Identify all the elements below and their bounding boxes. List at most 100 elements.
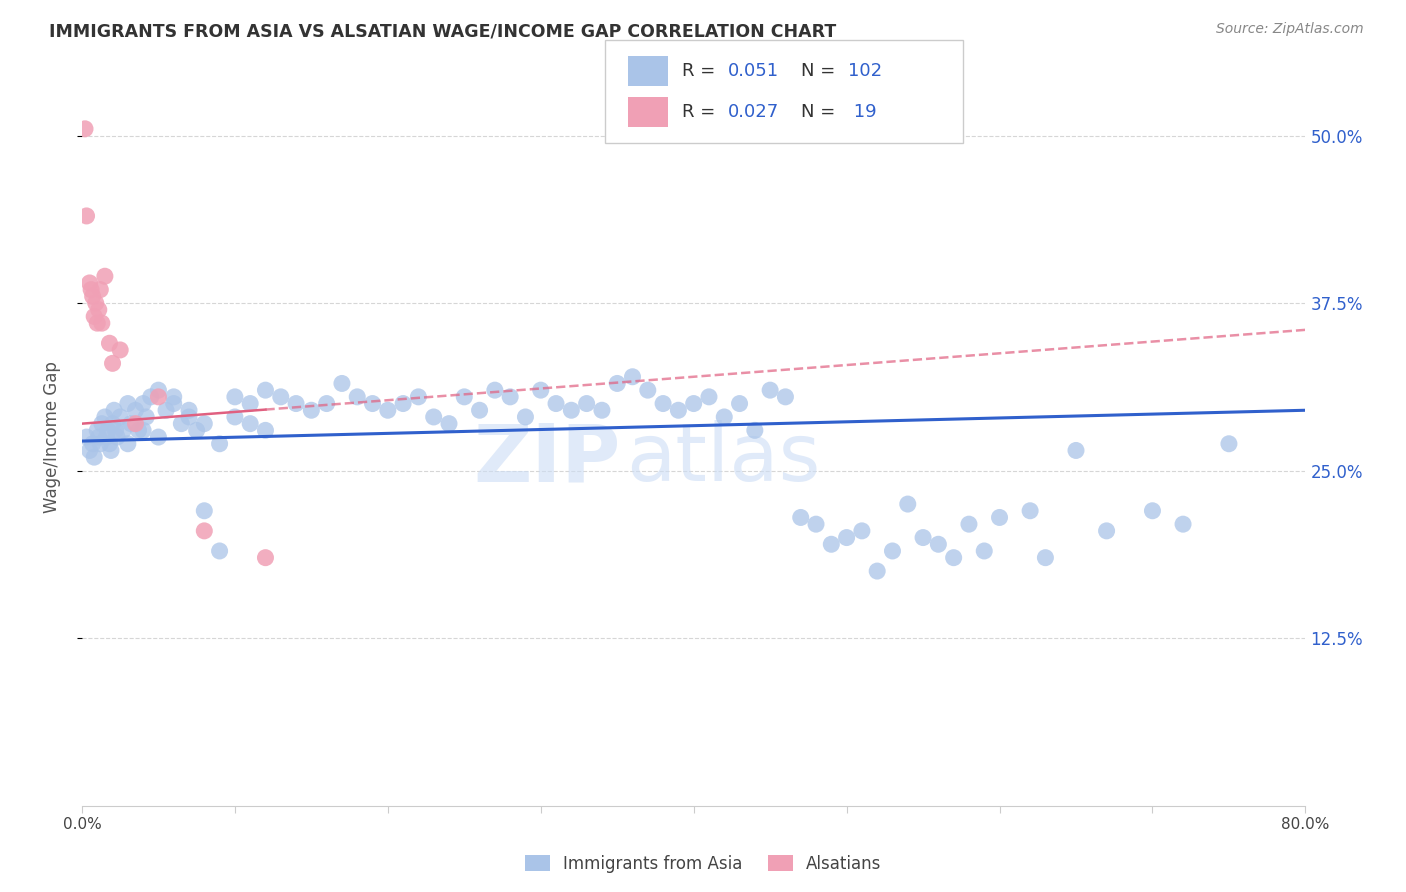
Point — [652, 396, 675, 410]
Point — [89, 436, 111, 450]
Point — [163, 396, 186, 410]
Point — [851, 524, 873, 538]
Point — [139, 390, 162, 404]
Point — [148, 430, 170, 444]
Text: IMMIGRANTS FROM ASIA VS ALSATIAN WAGE/INCOME GAP CORRELATION CHART: IMMIGRANTS FROM ASIA VS ALSATIAN WAGE/IN… — [49, 22, 837, 40]
Point — [103, 403, 125, 417]
Point — [804, 517, 827, 532]
Point — [544, 396, 567, 410]
Point — [79, 443, 101, 458]
Point — [87, 302, 110, 317]
Point — [239, 417, 262, 431]
Point — [84, 296, 107, 310]
Point — [973, 544, 995, 558]
Point — [101, 356, 124, 370]
Text: 0.051: 0.051 — [728, 62, 779, 79]
Point — [193, 417, 215, 431]
Point — [83, 450, 105, 465]
Point — [820, 537, 842, 551]
Point — [377, 403, 399, 417]
Point — [124, 403, 146, 417]
Point — [79, 276, 101, 290]
Point — [682, 396, 704, 410]
Y-axis label: Wage/Income Gap: Wage/Income Gap — [44, 361, 60, 513]
Point — [285, 396, 308, 410]
Point — [132, 423, 155, 437]
Point — [177, 403, 200, 417]
Point — [422, 409, 444, 424]
Point — [254, 550, 277, 565]
Point — [76, 209, 98, 223]
Point — [942, 550, 965, 565]
Point — [128, 423, 150, 437]
Text: ZIP: ZIP — [472, 420, 620, 498]
Point — [330, 376, 353, 391]
Point — [453, 390, 475, 404]
Point — [86, 316, 108, 330]
Point — [835, 531, 858, 545]
Point — [101, 417, 124, 431]
Point — [468, 403, 491, 417]
Point — [90, 316, 112, 330]
Point — [713, 409, 735, 424]
Point — [254, 383, 277, 397]
Point — [94, 409, 117, 424]
Text: 19: 19 — [848, 103, 876, 121]
Point — [82, 436, 104, 450]
Point — [148, 390, 170, 404]
Point — [957, 517, 980, 532]
Point — [117, 396, 139, 410]
Point — [87, 430, 110, 444]
Point — [484, 383, 506, 397]
Point — [621, 369, 644, 384]
Point — [193, 524, 215, 538]
Point — [89, 283, 111, 297]
Point — [392, 396, 415, 410]
Point — [759, 383, 782, 397]
Point — [499, 390, 522, 404]
Point — [1218, 436, 1240, 450]
Text: N =: N = — [801, 103, 841, 121]
Text: N =: N = — [801, 62, 841, 79]
Point — [224, 409, 246, 424]
Point — [1019, 504, 1042, 518]
Text: 102: 102 — [848, 62, 882, 79]
Point — [97, 423, 120, 437]
Point — [186, 423, 208, 437]
Text: R =: R = — [682, 103, 721, 121]
Legend: Immigrants from Asia, Alsatians: Immigrants from Asia, Alsatians — [519, 848, 887, 880]
Point — [155, 403, 177, 417]
Point — [76, 430, 98, 444]
Point — [315, 396, 337, 410]
Point — [744, 423, 766, 437]
Point — [80, 283, 103, 297]
Point — [208, 544, 231, 558]
Point — [120, 417, 142, 431]
Point — [790, 510, 813, 524]
Point — [208, 436, 231, 450]
Point — [100, 443, 122, 458]
Point — [1142, 504, 1164, 518]
Point — [530, 383, 553, 397]
Point — [108, 343, 131, 357]
Point — [361, 396, 384, 410]
Point — [163, 390, 186, 404]
Point — [575, 396, 598, 410]
Point — [1035, 550, 1057, 565]
Point — [591, 403, 613, 417]
Point — [299, 403, 322, 417]
Point — [90, 417, 112, 431]
Point — [96, 430, 118, 444]
Point — [1064, 443, 1087, 458]
Point — [105, 430, 128, 444]
Point — [148, 383, 170, 397]
Point — [927, 537, 949, 551]
Point — [606, 376, 628, 391]
Point — [82, 289, 104, 303]
Point — [254, 423, 277, 437]
Point — [177, 409, 200, 424]
Point — [73, 121, 96, 136]
Point — [224, 390, 246, 404]
Point — [897, 497, 920, 511]
Point — [728, 396, 751, 410]
